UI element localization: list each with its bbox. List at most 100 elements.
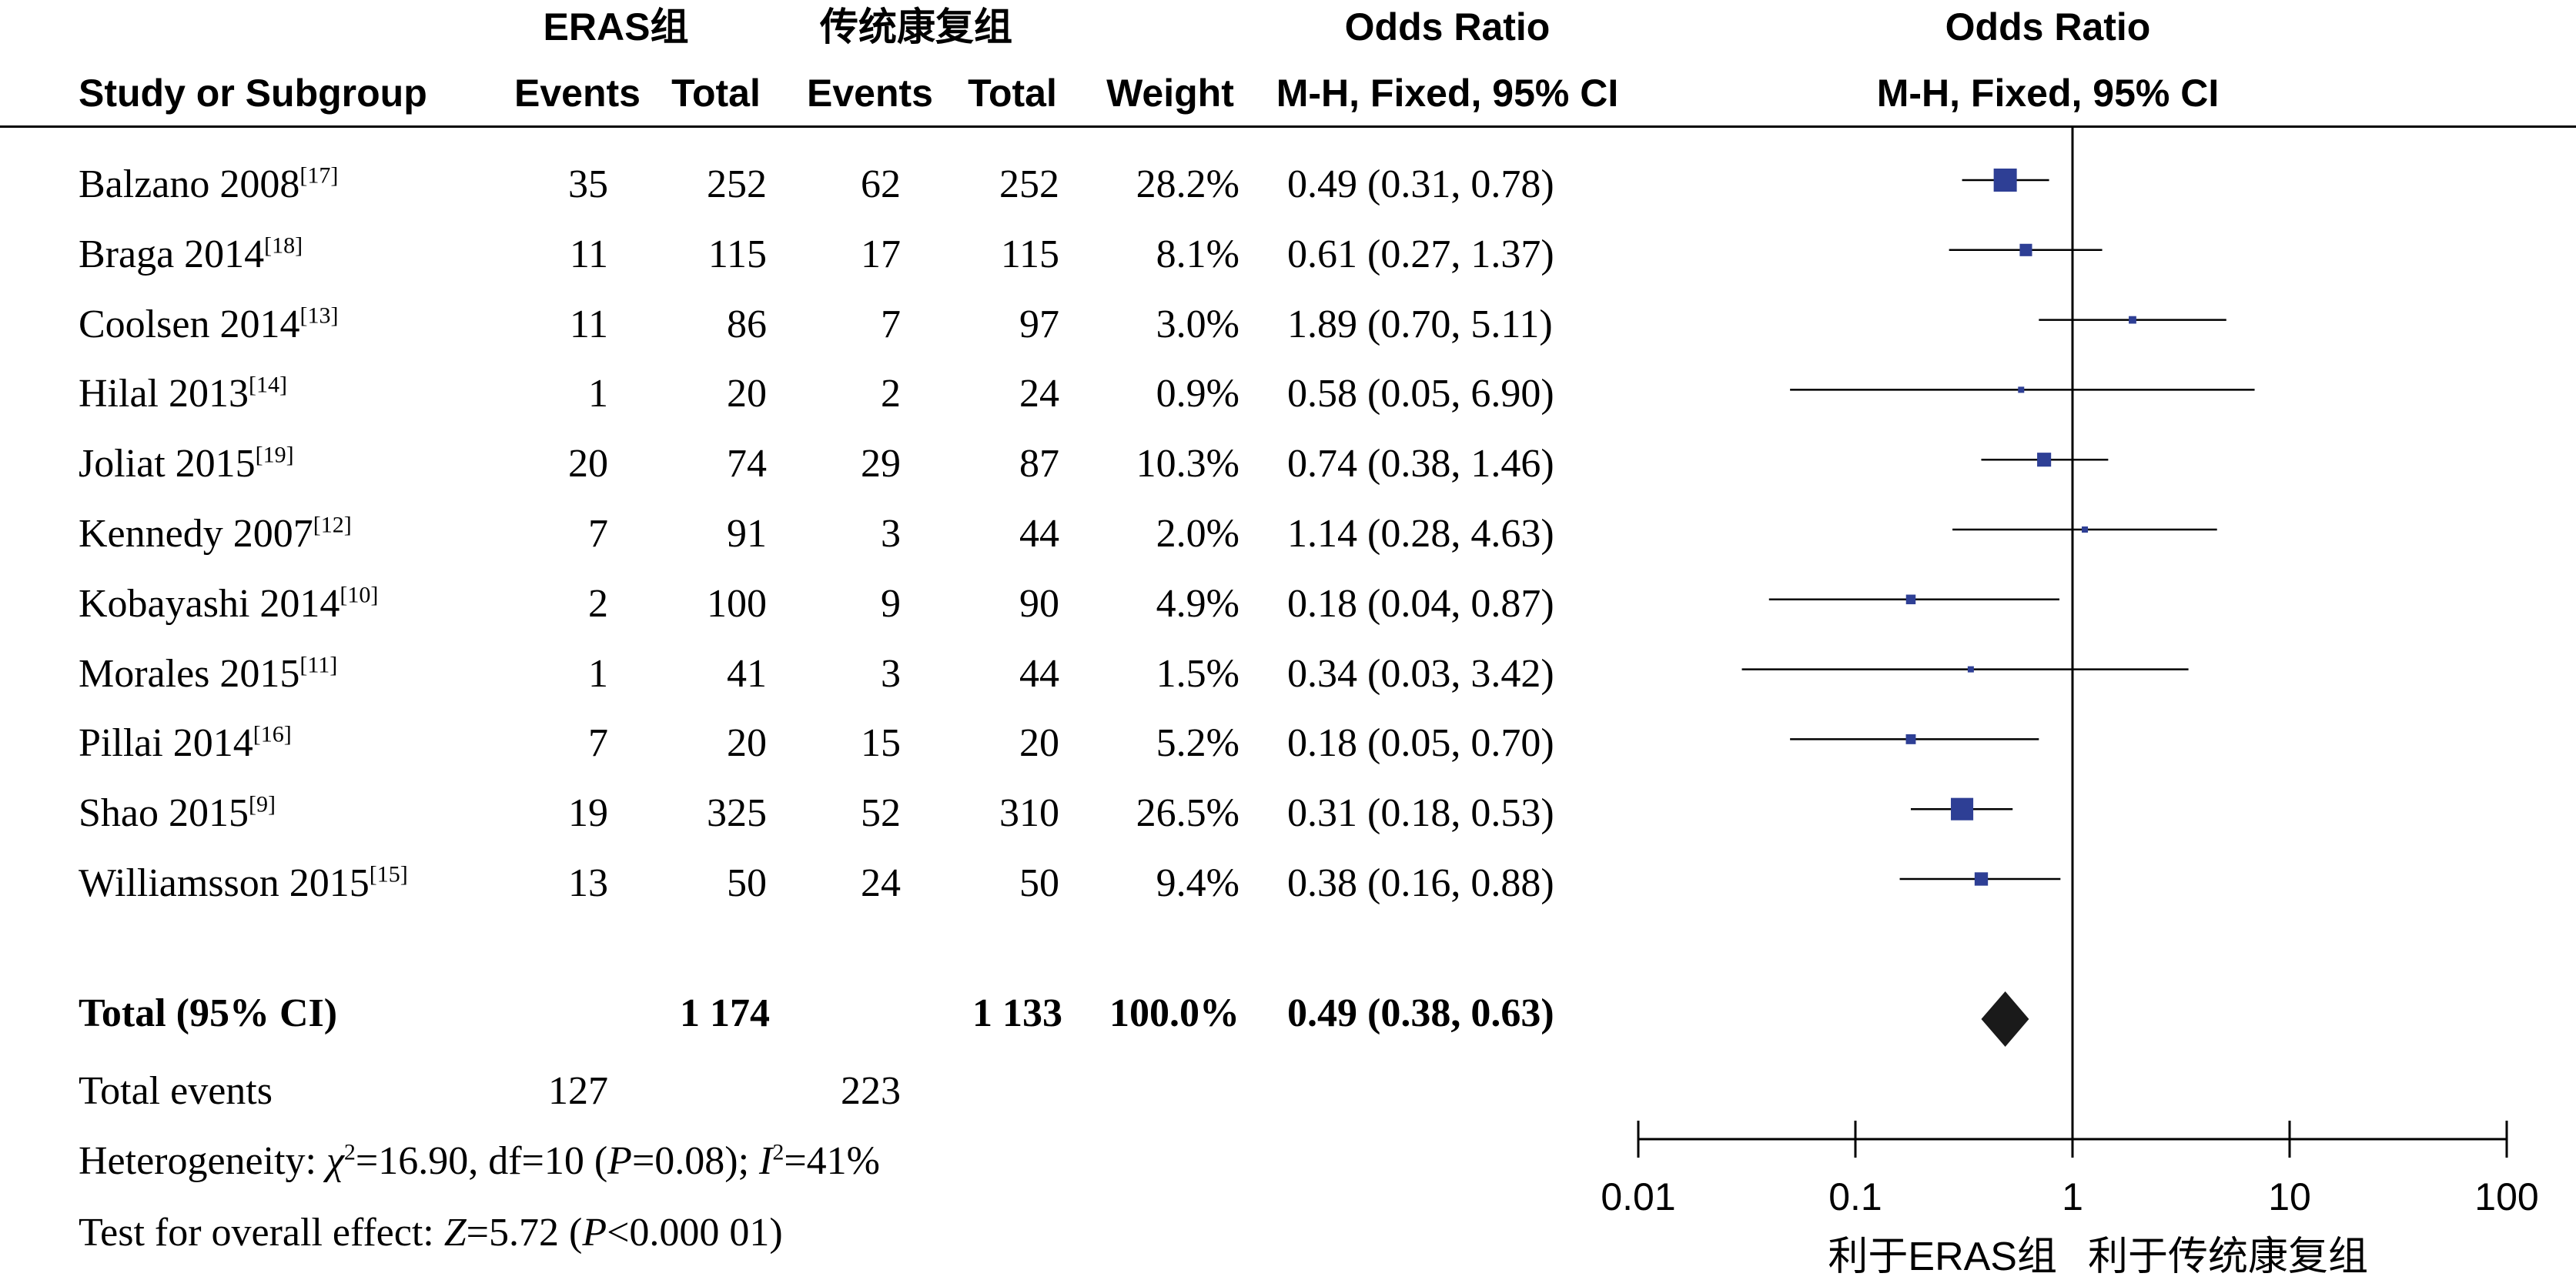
events-group2: 29 xyxy=(861,442,901,486)
total-n1: 1 174 xyxy=(680,991,770,1035)
study-name: Hilal 2013[14] xyxy=(79,374,287,414)
overall-effect-text: Test for overall effect: Z=5.72 (P<0.000… xyxy=(79,1211,783,1255)
study-column-header: Study or Subgroup xyxy=(79,72,427,115)
events-group1: 19 xyxy=(568,791,608,836)
study-name-text: Morales 2015 xyxy=(79,651,300,696)
total-group1: 252 xyxy=(707,162,767,206)
study-weight: 10.3% xyxy=(1136,442,1239,486)
events-group1: 7 xyxy=(588,721,608,766)
study-reference: [9] xyxy=(249,791,276,817)
study-reference: [14] xyxy=(248,373,287,399)
study-or-ci: 0.38 (0.16, 0.88) xyxy=(1287,861,1554,905)
study-name-text: Kobayashi 2014 xyxy=(79,581,340,626)
study-marker xyxy=(1905,594,1916,605)
study-name-text: Pillai 2014 xyxy=(79,721,253,766)
events-group2: 3 xyxy=(881,651,901,696)
total-weight: 100.0% xyxy=(1109,991,1239,1035)
study-or-ci: 0.58 (0.05, 6.90) xyxy=(1287,372,1554,416)
study-marker xyxy=(1974,872,1989,886)
study-reference: [17] xyxy=(299,162,339,189)
study-name: Morales 2015[11] xyxy=(79,651,337,696)
study-name-text: Williamsson 2015 xyxy=(79,861,370,905)
study-marker xyxy=(2129,316,2136,324)
study-name: Shao 2015[9] xyxy=(79,791,276,834)
study-name: Balzano 2008[17] xyxy=(79,162,339,206)
study-name-text: Balzano 2008 xyxy=(79,162,300,206)
study-marker xyxy=(2082,526,2089,533)
events2-column-header: Events xyxy=(807,72,933,115)
total-group1: 115 xyxy=(708,232,767,276)
study-or-ci: 1.89 (0.70, 5.11) xyxy=(1287,302,1553,346)
study-name: Kobayashi 2014[10] xyxy=(79,581,378,626)
favours-eras-label: 利于ERAS组 xyxy=(1828,1235,2057,1279)
group2-header: 传统康复组 xyxy=(820,5,1012,48)
study-name-text: Joliat 2015 xyxy=(79,442,256,486)
study-reference: [12] xyxy=(313,512,352,538)
study-name: Coolsen 2014[13] xyxy=(79,302,338,346)
events-group2: 15 xyxy=(861,721,901,766)
total-n2: 1 133 xyxy=(972,991,1062,1035)
favours-traditional-label: 利于传统康复组 xyxy=(2088,1235,2368,1279)
study-weight: 8.1% xyxy=(1156,232,1239,276)
total-group1: 20 xyxy=(727,372,767,416)
study-or-ci: 0.34 (0.03, 3.42) xyxy=(1287,651,1554,696)
total-ci: 0.49 (0.38, 0.63) xyxy=(1287,991,1554,1035)
events-group1: 1 xyxy=(588,651,608,696)
study-name: Williamsson 2015[15] xyxy=(79,861,408,905)
study-or-ci: 0.74 (0.38, 1.46) xyxy=(1287,442,1554,486)
study-name: Pillai 2014[16] xyxy=(79,724,292,764)
total-group2: 87 xyxy=(1019,442,1059,486)
study-weight: 1.5% xyxy=(1156,651,1239,696)
events-group2: 7 xyxy=(881,302,901,346)
total-group2: 310 xyxy=(999,791,1059,836)
weight-column-header: Weight xyxy=(1106,72,1234,115)
study-or-ci: 0.49 (0.31, 0.78) xyxy=(1287,162,1554,206)
events-group1: 20 xyxy=(568,442,608,486)
total-group1: 20 xyxy=(727,721,767,766)
total-group2: 252 xyxy=(999,162,1059,206)
total-events-2: 223 xyxy=(841,1069,901,1113)
x-tick-label: 0.1 xyxy=(1828,1175,1882,1218)
study-or-ci: 0.18 (0.05, 0.70) xyxy=(1287,721,1554,766)
study-reference: [18] xyxy=(264,232,303,259)
events-group2: 2 xyxy=(881,372,901,416)
total-group2: 44 xyxy=(1019,512,1059,556)
events-group1: 13 xyxy=(568,861,608,905)
or-header-top: Odds Ratio xyxy=(1344,5,1551,48)
study-name-text: Hilal 2013 xyxy=(79,372,249,416)
total-group2: 90 xyxy=(1019,581,1059,626)
x-tick-label: 100 xyxy=(2474,1175,2538,1218)
study-or-ci: 0.31 (0.18, 0.53) xyxy=(1287,791,1554,836)
study-marker xyxy=(2019,243,2032,256)
total-group2: 97 xyxy=(1019,302,1059,346)
study-weight: 9.4% xyxy=(1156,861,1239,905)
study-name: Joliat 2015[19] xyxy=(79,442,294,486)
x-tick-label: 0.01 xyxy=(1601,1175,1675,1218)
study-or-ci: 0.61 (0.27, 1.37) xyxy=(1287,232,1554,276)
study-marker xyxy=(2037,453,2052,467)
total-group2: 20 xyxy=(1019,721,1059,766)
method-column-header: M-H, Fixed, 95% CI xyxy=(1276,72,1619,115)
plot-header-top: Odds Ratio xyxy=(1945,5,2151,48)
x-tick-label: 10 xyxy=(2268,1175,2311,1218)
plot-method-header: M-H, Fixed, 95% CI xyxy=(1876,72,2220,115)
study-name-text: Braga 2014 xyxy=(79,232,265,276)
events-group2: 62 xyxy=(861,162,901,206)
events-group1: 7 xyxy=(588,512,608,556)
study-weight: 4.9% xyxy=(1156,581,1239,626)
study-reference: [19] xyxy=(255,442,294,468)
events-group2: 24 xyxy=(861,861,901,905)
total-group1: 325 xyxy=(707,791,767,836)
study-reference: [15] xyxy=(369,861,408,887)
study-weight: 0.9% xyxy=(1156,372,1239,416)
total-group2: 50 xyxy=(1019,861,1059,905)
total-events-label: Total events xyxy=(79,1069,273,1113)
pooled-diamond xyxy=(1981,991,2029,1047)
study-name: Braga 2014[18] xyxy=(79,232,303,276)
events-group2: 9 xyxy=(881,581,901,626)
total-group2: 115 xyxy=(1000,232,1059,276)
study-or-ci: 0.18 (0.04, 0.87) xyxy=(1287,581,1554,626)
events1-column-header: Events xyxy=(514,72,641,115)
study-name-text: Coolsen 2014 xyxy=(79,302,300,346)
total-events-1: 127 xyxy=(548,1069,608,1113)
